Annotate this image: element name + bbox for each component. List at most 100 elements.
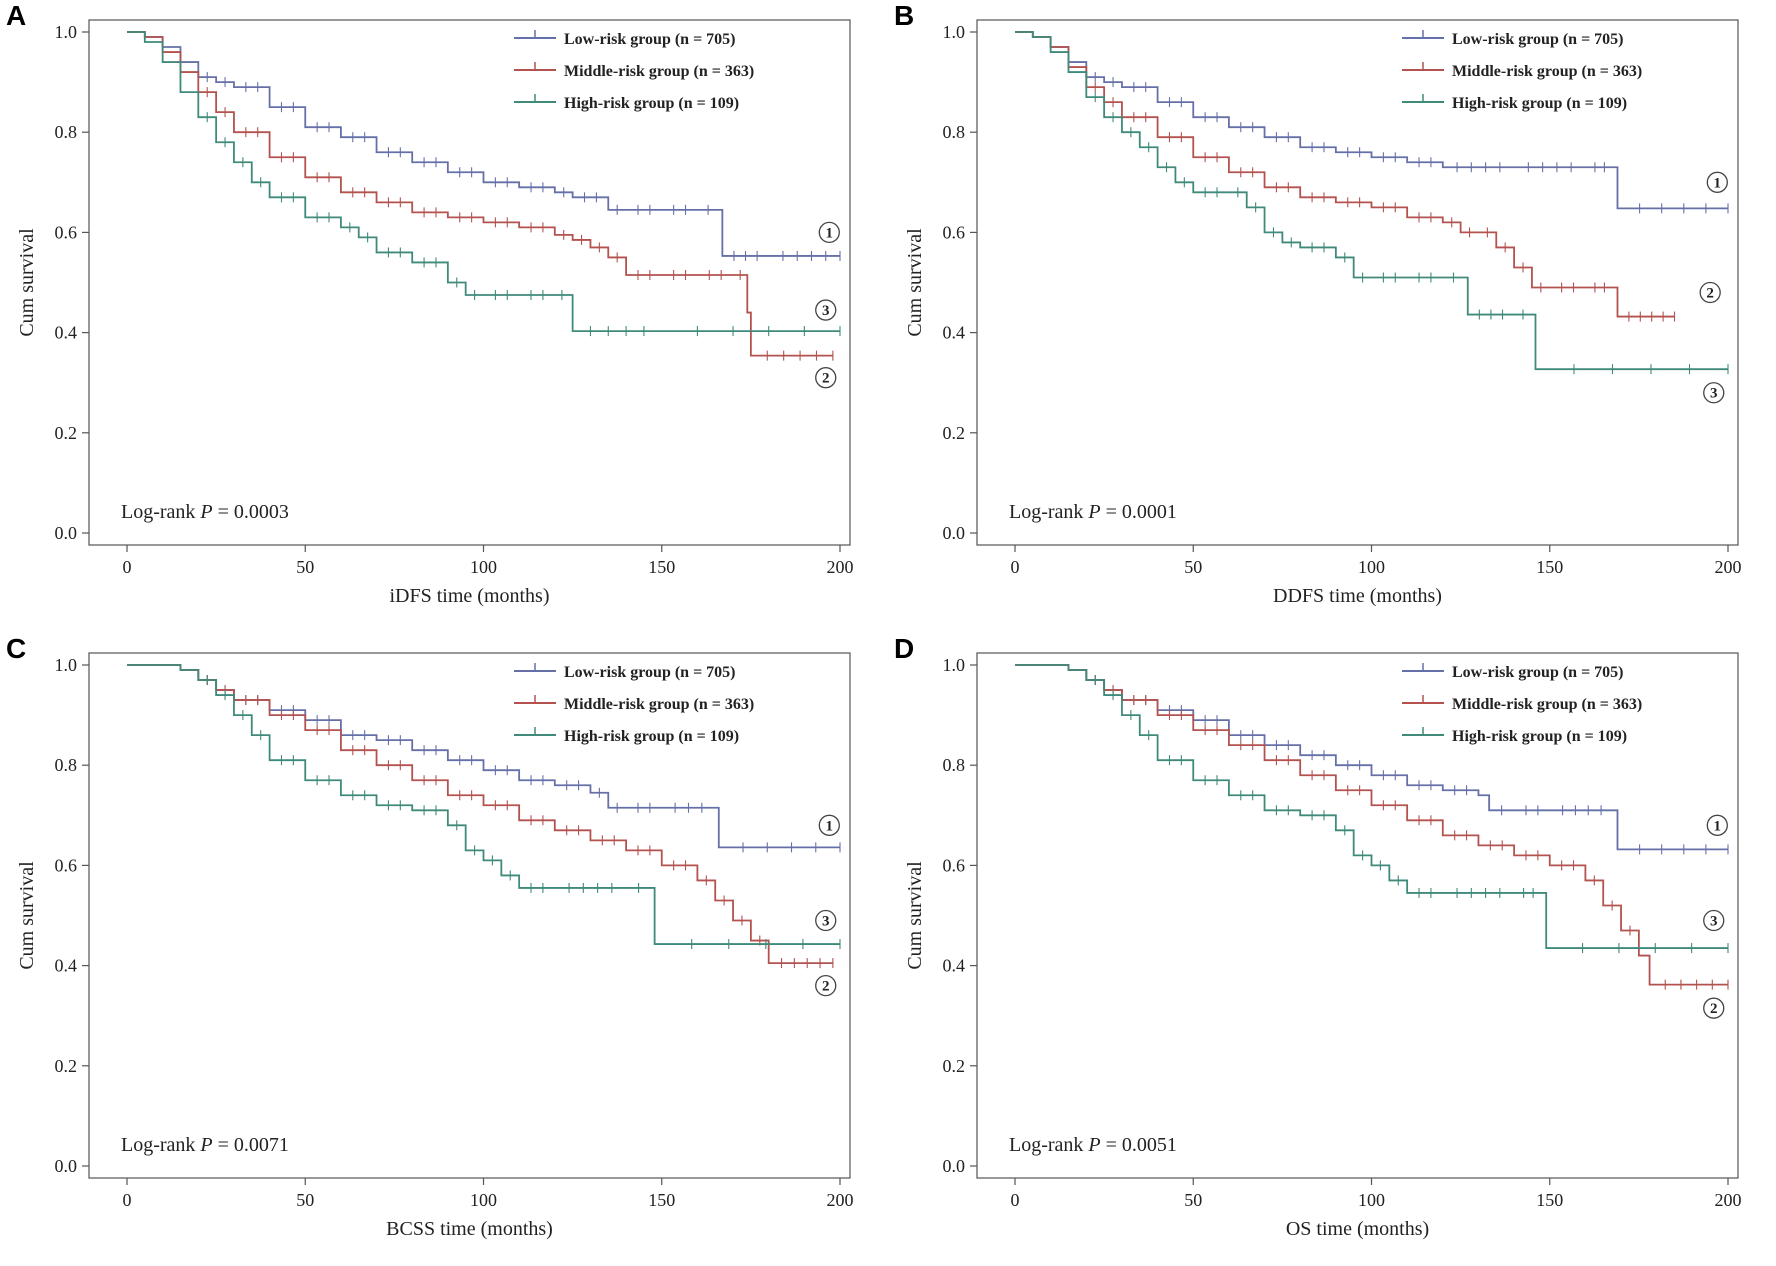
- log-rank-annotation: Log-rank P = 0.0071: [121, 1134, 289, 1156]
- x-tick-label: 200: [827, 557, 854, 577]
- legend-label: Middle-risk group (n = 363): [564, 696, 754, 713]
- log-rank-p: P: [1087, 501, 1100, 523]
- curve-label-circle: [1703, 382, 1725, 404]
- legend-label: High-risk group (n = 109): [564, 95, 739, 112]
- curve-label-circle: [1703, 997, 1725, 1019]
- y-tick-label: 0.4: [55, 323, 78, 343]
- plot-frame: [976, 19, 1739, 546]
- y-tick-label: 0.0: [55, 1156, 78, 1176]
- panel-a: A 0.0 0.2 0.4 0.6 0.8 1.0 0 50 100 150 200 iDFS tim…: [0, 0, 888, 633]
- x-tick-label: 50: [296, 1190, 314, 1210]
- legend-label: Low-risk group (n = 705): [1452, 31, 1624, 48]
- y-tick-label: 0.0: [943, 523, 966, 543]
- y-axis-title: Cum survival: [16, 861, 38, 970]
- x-tick-label: 50: [296, 557, 314, 577]
- panel-d: D 0.0 0.2 0.4 0.6 0.8 1.0 0 50 100 150 200 OS time …: [888, 633, 1776, 1266]
- curve-label: 2: [822, 371, 830, 387]
- chart-d: 0.0 0.2 0.4 0.6 0.8 1.0 0 50 100 150 200 OS time (m…: [904, 652, 1742, 1240]
- x-tick-label: 100: [470, 557, 497, 577]
- legend-label: Low-risk group (n = 705): [564, 31, 736, 48]
- survival-curve-low: [127, 31, 840, 257]
- y-tick-label: 0.4: [55, 956, 78, 976]
- y-tick-label: 0.4: [943, 956, 966, 976]
- x-axis-title: DDFS time (months): [1273, 585, 1442, 607]
- x-tick-label: 0: [123, 1190, 132, 1210]
- legend-label: Low-risk group (n = 705): [1452, 664, 1624, 681]
- log-rank-prefix: Log-rank: [121, 1134, 200, 1156]
- survival-curve-high: [127, 664, 840, 945]
- curve-label-circle: [1703, 909, 1725, 932]
- x-tick-label: 0: [1011, 557, 1020, 577]
- y-tick-label: 0.6: [943, 222, 966, 242]
- curve-label: 1: [826, 225, 834, 241]
- y-tick-label: 1.0: [943, 655, 966, 675]
- curve-label: 2: [822, 979, 830, 995]
- log-rank-prefix: Log-rank: [1009, 1134, 1088, 1156]
- y-tick-label: 0.2: [943, 1056, 966, 1076]
- curve-label: 1: [1714, 175, 1722, 191]
- y-tick-label: 0.8: [943, 755, 966, 775]
- legend-label: High-risk group (n = 109): [1452, 728, 1627, 745]
- curve-label-circle: [818, 814, 840, 836]
- y-tick-label: 0.2: [943, 423, 966, 443]
- curve-label-circle: [818, 221, 840, 244]
- panel-b: B 0.0 0.2 0.4 0.6 0.8 1.0 0 50 100 150 200 DDFS tim…: [888, 0, 1776, 633]
- y-tick-label: 0.6: [943, 855, 966, 875]
- log-rank-p: P: [1087, 1134, 1100, 1156]
- x-tick-label: 150: [648, 1190, 675, 1210]
- panel-label: C: [6, 633, 27, 664]
- plot-frame: [976, 652, 1739, 1179]
- log-rank-value: = 0.0003: [213, 501, 289, 523]
- y-tick-label: 0.0: [55, 523, 78, 543]
- log-rank-value: = 0.0071: [213, 1134, 289, 1156]
- y-axis-title: Cum survival: [16, 228, 38, 337]
- x-tick-label: 150: [648, 557, 675, 577]
- y-axis-title: Cum survival: [904, 228, 926, 337]
- x-tick-label: 0: [1011, 1190, 1020, 1210]
- curve-label: 3: [1710, 914, 1718, 930]
- log-rank-annotation: Log-rank P = 0.0001: [1009, 501, 1177, 523]
- panel-label: B: [894, 0, 915, 31]
- y-tick-label: 0.4: [943, 323, 966, 343]
- x-axis-title: BCSS time (months): [386, 1218, 553, 1240]
- plot-frame: [88, 19, 851, 546]
- survival-curve-high: [1015, 31, 1728, 371]
- x-axis-title: iDFS time (months): [389, 585, 549, 607]
- curve-label-circle: [815, 367, 837, 389]
- curve-label: 3: [1710, 386, 1718, 402]
- curve-label-circle: [815, 299, 837, 321]
- log-rank-annotation: Log-rank P = 0.0051: [1009, 1134, 1177, 1156]
- x-axis-title: OS time (months): [1286, 1218, 1429, 1240]
- y-tick-label: 0.8: [943, 122, 966, 142]
- legend-label: Middle-risk group (n = 363): [564, 63, 754, 80]
- x-tick-label: 200: [1715, 1190, 1742, 1210]
- x-tick-label: 200: [827, 1190, 854, 1210]
- y-tick-label: 0.0: [943, 1156, 966, 1176]
- x-tick-label: 0: [123, 557, 132, 577]
- y-tick-label: 0.6: [55, 855, 78, 875]
- chart-c: 0.0 0.2 0.4 0.6 0.8 1.0 0 50 100 150 200 BCSS time …: [16, 652, 854, 1240]
- y-tick-label: 0.8: [55, 755, 78, 775]
- survival-curve-high: [1015, 664, 1728, 949]
- y-tick-label: 1.0: [55, 655, 78, 675]
- survival-curve-middle: [127, 31, 833, 357]
- y-tick-label: 0.2: [55, 423, 78, 443]
- panel-c: C 0.0 0.2 0.4 0.6 0.8 1.0 0 50 100 150 200 BCSS tim…: [0, 633, 888, 1266]
- log-rank-p: P: [199, 1134, 212, 1156]
- x-tick-label: 50: [1184, 1190, 1202, 1210]
- legend-label: Low-risk group (n = 705): [564, 664, 736, 681]
- curve-label: 3: [822, 914, 830, 930]
- curve-label: 1: [826, 818, 834, 834]
- panel-label: A: [6, 0, 27, 31]
- x-tick-label: 50: [1184, 557, 1202, 577]
- log-rank-prefix: Log-rank: [121, 501, 200, 523]
- x-tick-label: 150: [1536, 1190, 1563, 1210]
- curve-label-circle: [1699, 281, 1721, 304]
- survival-curve-middle: [127, 664, 833, 964]
- y-tick-label: 0.2: [55, 1056, 78, 1076]
- plot-frame: [88, 652, 851, 1179]
- curve-label: 2: [1710, 1001, 1718, 1017]
- x-tick-label: 100: [470, 1190, 497, 1210]
- log-rank-prefix: Log-rank: [1009, 501, 1088, 523]
- x-tick-label: 100: [1358, 557, 1385, 577]
